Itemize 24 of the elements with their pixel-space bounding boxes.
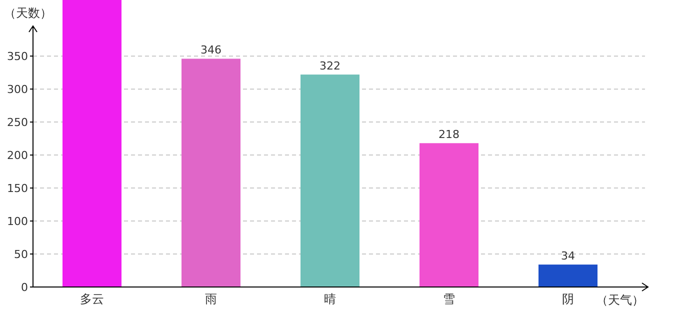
x-tick-label: 雨 (205, 292, 217, 306)
y-tick-label: 150 (7, 182, 28, 196)
bar (62, 0, 122, 287)
bar (538, 264, 598, 287)
x-axis-title: （天气） (596, 293, 644, 307)
x-tick-label: 晴 (324, 292, 336, 306)
y-tick-label: 300 (7, 83, 28, 96)
data-label: 322 (320, 60, 340, 73)
y-tick-label: 350 (7, 50, 28, 64)
y-tick-label: 0 (21, 281, 28, 294)
bar (182, 58, 240, 287)
y-axis-title: （天数） (4, 6, 52, 20)
data-label: 218 (438, 128, 460, 142)
y-tick-label: 100 (7, 215, 28, 228)
y-tick-label: 250 (7, 116, 28, 130)
data-label: 34 (561, 250, 575, 263)
data-label: 346 (200, 44, 222, 57)
x-tick-label: 阴 (562, 292, 574, 306)
x-tick-label: 雪 (443, 292, 455, 306)
bar (420, 143, 478, 287)
y-tick-label: 50 (14, 248, 28, 262)
x-tick-label: 多云 (80, 292, 104, 306)
bar (300, 74, 360, 287)
y-tick-label: 200 (7, 149, 28, 162)
